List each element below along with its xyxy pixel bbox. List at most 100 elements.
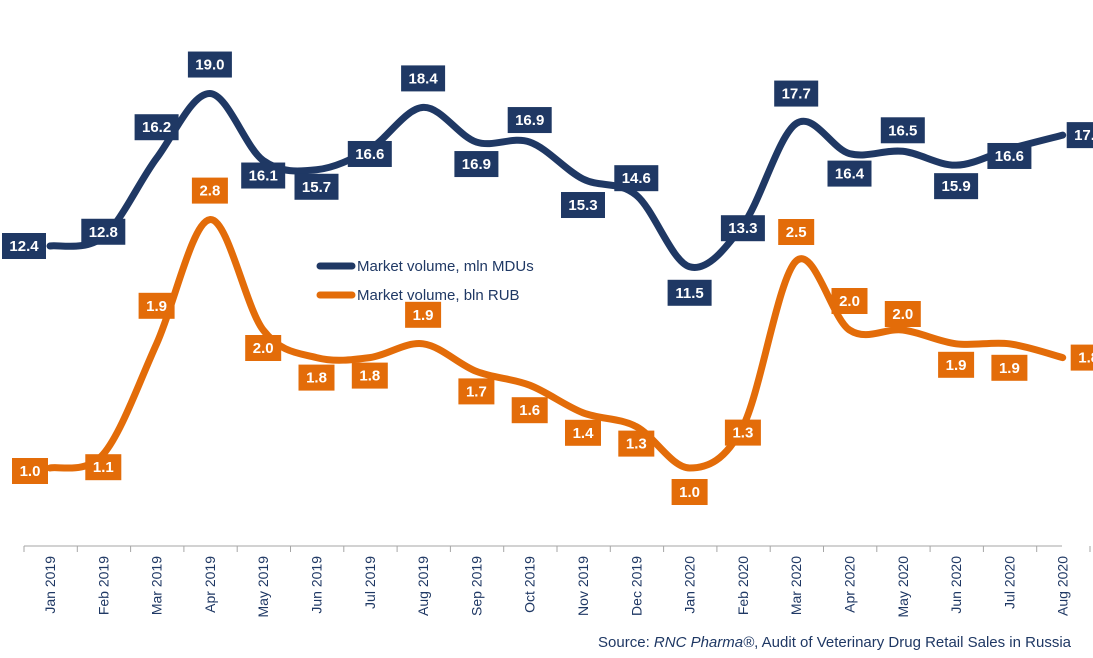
data-label-text: 2.8 <box>199 183 220 200</box>
x-tick-label: Nov 2019 <box>575 556 591 616</box>
x-tick-label: May 2020 <box>895 556 911 618</box>
data-label-box <box>191 177 228 204</box>
x-tick-label: Aug 2019 <box>415 556 431 616</box>
x-tick-label: Mar 2020 <box>788 556 804 615</box>
data-label: 2.0 <box>884 301 921 327</box>
data-label-text: 16.9 <box>462 156 491 173</box>
data-label: 17.7 <box>774 80 819 107</box>
source-suffix: , Audit of Veterinary Drug Retail Sales … <box>754 634 1071 651</box>
x-tick-label: Jun 2019 <box>309 556 325 614</box>
x-tick-label: Feb 2019 <box>95 556 111 615</box>
data-label: 13.3 <box>720 215 765 242</box>
x-tick-label: Oct 2019 <box>522 556 538 613</box>
data-label: 18.4 <box>401 65 446 92</box>
data-label-text: 16.4 <box>835 166 865 183</box>
data-label: 17.2 <box>1066 122 1093 149</box>
data-label-box <box>241 162 286 189</box>
source-note: Source: RNC Pharma®, Audit of Veterinary… <box>598 634 1071 651</box>
x-tick-label: May 2019 <box>255 556 271 618</box>
data-label-text: 1.9 <box>146 298 167 315</box>
data-label: 1.8 <box>351 362 388 389</box>
data-label: 1.9 <box>138 292 175 319</box>
data-label-box <box>934 173 979 200</box>
data-label-box <box>138 292 175 319</box>
data-label: 1.7 <box>458 378 495 405</box>
data-label: 1.9 <box>938 351 975 378</box>
data-label-box <box>991 354 1028 381</box>
data-label-text: 1.1 <box>93 459 114 476</box>
data-label-text: 16.1 <box>249 168 278 185</box>
data-label: 16.1 <box>241 162 286 189</box>
data-label-text: 17.2 <box>1074 127 1093 144</box>
data-label-box <box>778 219 815 245</box>
data-label: 16.6 <box>347 140 392 167</box>
data-label-text: 16.2 <box>142 119 171 136</box>
data-label-text: 2.0 <box>253 340 274 357</box>
data-label-box <box>347 140 392 167</box>
data-label-box <box>134 114 179 141</box>
x-tick-label: Apr 2020 <box>842 556 858 613</box>
x-tick-label: Sep 2019 <box>468 556 484 616</box>
data-label: 16.6 <box>987 142 1032 169</box>
data-label-text: 1.9 <box>999 360 1020 377</box>
data-label-text: 16.9 <box>515 112 544 129</box>
source-brand: RNC Pharma® <box>653 634 755 651</box>
data-label-box <box>1070 344 1093 371</box>
data-label-text: 16.5 <box>888 122 917 139</box>
data-label-box <box>671 479 708 505</box>
x-tick-label: Dec 2019 <box>628 556 644 616</box>
data-label: 2.8 <box>191 177 228 204</box>
data-label-box <box>614 165 659 192</box>
data-label-box <box>245 335 282 361</box>
data-label-box <box>1066 122 1093 149</box>
data-label-text: 13.3 <box>728 220 757 237</box>
series-line-rub <box>46 216 1067 472</box>
data-label: 12.8 <box>81 218 126 245</box>
series-line-mdus <box>46 90 1067 271</box>
data-label-text: 12.4 <box>9 238 39 255</box>
data-label: 2.0 <box>831 288 868 314</box>
data-label-text: 18.4 <box>408 70 438 87</box>
data-label-box <box>458 378 495 405</box>
data-label-box <box>405 301 442 328</box>
data-label-box <box>561 192 605 219</box>
data-label: 1.9 <box>991 354 1028 381</box>
data-label-box <box>774 80 819 107</box>
data-label-text: 2.5 <box>786 224 807 241</box>
data-label: 19.0 <box>187 51 232 78</box>
data-label: 1.6 <box>511 397 548 424</box>
data-label: 16.2 <box>134 114 179 141</box>
data-label-text: 1.0 <box>20 463 41 480</box>
data-label: 15.9 <box>934 173 979 200</box>
data-label: 15.3 <box>561 192 605 219</box>
legend-label: Market volume, mln MDUs <box>357 258 534 275</box>
data-label: 16.5 <box>880 117 925 144</box>
data-label: 1.1 <box>85 454 122 481</box>
data-label-text: 11.5 <box>675 285 703 302</box>
legend-entry: Market volume, bln RUB <box>316 287 520 304</box>
data-label-box <box>987 142 1032 169</box>
data-label-box <box>298 364 335 391</box>
data-label-box <box>294 173 339 200</box>
data-label-box <box>831 288 868 314</box>
data-label: 1.3 <box>724 419 761 446</box>
data-label-text: 12.8 <box>89 224 118 241</box>
x-tick-label: Jul 2020 <box>1001 556 1017 609</box>
data-label: 16.4 <box>827 160 872 187</box>
data-label: 1.9 <box>405 301 442 328</box>
data-label-text: 14.6 <box>622 170 651 187</box>
legend-entry: Market volume, mln MDUs <box>316 258 534 275</box>
data-label: 1.8 <box>1070 344 1093 371</box>
data-label-box <box>880 117 925 144</box>
data-label-box <box>12 458 48 484</box>
data-label-box <box>938 351 975 378</box>
data-label-box <box>724 419 761 446</box>
source-prefix: Source: <box>598 634 654 651</box>
data-label-text: 1.3 <box>626 436 647 453</box>
data-label-text: 19.0 <box>195 57 224 74</box>
data-label-text: 1.9 <box>413 307 434 324</box>
data-label-box <box>85 454 122 481</box>
data-label-text: 1.8 <box>359 368 380 385</box>
